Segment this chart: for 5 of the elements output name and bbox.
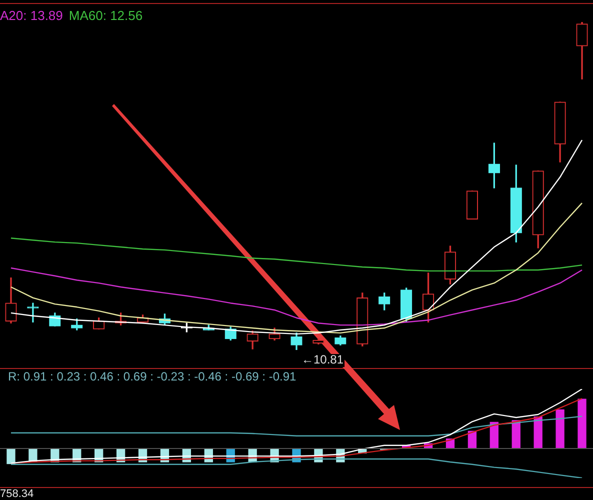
text: A20: 13.89	[0, 8, 63, 23]
text: 758.34	[0, 488, 34, 500]
text: R: 0.91 : 0.23 : 0.46 : 0.69 : -0.23 : -0.46 : -0.69 : -0.91	[8, 369, 296, 384]
text: MA60: 12.56	[68, 8, 143, 23]
text: ←10.81	[302, 352, 344, 366]
